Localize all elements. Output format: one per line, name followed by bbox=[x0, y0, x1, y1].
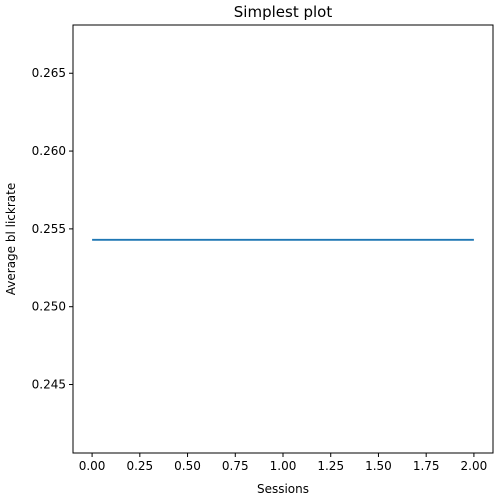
x-axis-ticks: 0.00 0.25 0.50 0.75 1.00 1.25 1.50 1.75 2.00 bbox=[79, 453, 488, 473]
y-tick-label: 0.250 bbox=[32, 300, 66, 314]
chart-title: Simplest plot bbox=[234, 3, 333, 21]
x-tick-label: 1.50 bbox=[365, 459, 392, 473]
y-tick-label: 0.265 bbox=[32, 66, 66, 80]
y-tick-label: 0.245 bbox=[32, 378, 66, 392]
y-axis-ticks: 0.245 0.250 0.255 0.260 0.265 bbox=[32, 66, 73, 392]
x-tick-label: 1.75 bbox=[413, 459, 440, 473]
x-tick-label: 2.00 bbox=[461, 459, 488, 473]
x-tick-label: 1.25 bbox=[317, 459, 344, 473]
x-tick-label: 0.25 bbox=[126, 459, 153, 473]
y-tick-label: 0.260 bbox=[32, 144, 66, 158]
x-tick-label: 1.00 bbox=[270, 459, 297, 473]
x-tick-label: 0.75 bbox=[222, 459, 249, 473]
y-axis-title: Average bl lickrate bbox=[4, 183, 18, 295]
x-tick-label: 0.50 bbox=[174, 459, 201, 473]
x-tick-label: 0.00 bbox=[79, 459, 106, 473]
y-tick-label: 0.255 bbox=[32, 222, 66, 236]
x-axis-title: Sessions bbox=[257, 482, 309, 496]
